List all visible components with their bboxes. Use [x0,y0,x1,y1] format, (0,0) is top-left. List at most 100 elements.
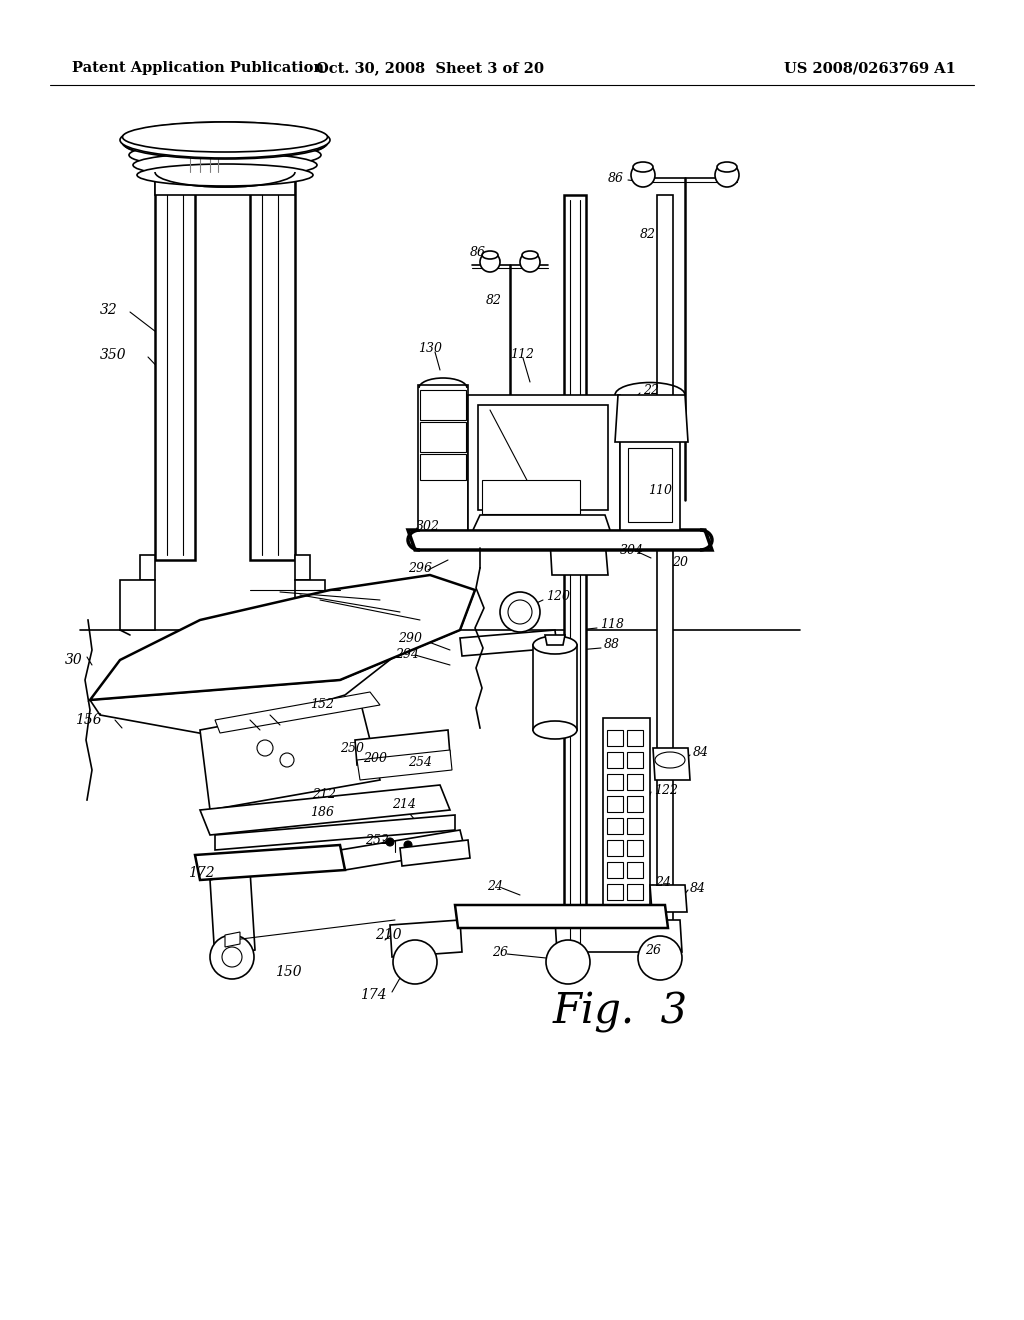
Polygon shape [468,395,620,531]
Polygon shape [225,932,240,946]
Polygon shape [460,630,557,656]
Polygon shape [420,422,466,451]
Polygon shape [90,576,475,700]
Text: 210: 210 [375,928,401,942]
Polygon shape [607,840,623,855]
Polygon shape [408,531,712,550]
Ellipse shape [133,153,317,177]
Text: 32: 32 [100,304,118,317]
Polygon shape [478,405,608,510]
Text: 172: 172 [188,866,215,880]
Circle shape [508,601,532,624]
Ellipse shape [155,157,295,187]
Text: 214: 214 [392,799,416,812]
Text: 82: 82 [640,227,656,240]
Ellipse shape [534,636,577,653]
Polygon shape [615,395,688,442]
Polygon shape [627,730,643,746]
Polygon shape [195,845,345,880]
Polygon shape [390,920,462,957]
Ellipse shape [129,143,321,168]
Polygon shape [627,752,643,768]
Polygon shape [620,440,680,531]
Text: Fig.  3: Fig. 3 [552,991,687,1034]
Ellipse shape [125,131,325,158]
Text: Oct. 30, 2008  Sheet 3 of 20: Oct. 30, 2008 Sheet 3 of 20 [316,61,544,75]
Polygon shape [607,818,623,834]
Polygon shape [627,796,643,812]
Text: 30: 30 [65,653,83,667]
Text: 82: 82 [486,293,502,306]
Text: 296: 296 [408,561,432,574]
Text: 24: 24 [487,880,503,894]
Text: 212: 212 [312,788,336,801]
Ellipse shape [123,127,328,158]
Ellipse shape [717,162,737,172]
Text: 254: 254 [408,755,432,768]
Polygon shape [607,796,623,812]
Ellipse shape [522,251,538,259]
Polygon shape [564,195,586,965]
Polygon shape [627,774,643,789]
Ellipse shape [137,164,313,186]
Circle shape [715,162,739,187]
Text: 200: 200 [362,751,387,764]
Polygon shape [90,590,475,735]
Text: 250: 250 [340,742,364,755]
Circle shape [638,936,682,979]
Polygon shape [627,818,643,834]
Text: 86: 86 [470,246,486,259]
Circle shape [280,752,294,767]
Text: 350: 350 [100,348,127,362]
Polygon shape [607,862,623,878]
Polygon shape [295,579,325,630]
Polygon shape [650,884,687,912]
Text: 130: 130 [418,342,442,355]
Polygon shape [455,906,668,928]
Polygon shape [545,635,565,645]
Polygon shape [627,862,643,878]
Text: 118: 118 [600,619,624,631]
Circle shape [386,838,394,846]
Polygon shape [628,447,672,521]
Polygon shape [420,389,466,420]
Text: 186: 186 [310,805,334,818]
Polygon shape [120,579,155,630]
Text: 20: 20 [672,557,688,569]
Polygon shape [420,454,466,480]
Circle shape [257,741,273,756]
Polygon shape [473,515,610,531]
Polygon shape [627,840,643,855]
Polygon shape [607,884,623,900]
Polygon shape [355,730,450,766]
Polygon shape [210,870,255,960]
Text: 26: 26 [492,946,508,960]
Ellipse shape [482,251,498,259]
Text: 150: 150 [275,965,302,979]
Text: 110: 110 [648,483,672,496]
Polygon shape [607,730,623,746]
Polygon shape [400,840,470,866]
Polygon shape [418,385,468,531]
Circle shape [500,591,540,632]
Text: 24: 24 [655,875,671,888]
Text: 120: 120 [546,590,570,602]
Circle shape [520,252,540,272]
Polygon shape [215,692,380,733]
Ellipse shape [123,121,328,152]
Text: 294: 294 [395,648,419,661]
Polygon shape [603,718,650,906]
Text: 84: 84 [690,882,706,895]
Text: 86: 86 [608,172,624,185]
Polygon shape [357,750,452,780]
Text: 122: 122 [654,784,678,796]
Polygon shape [627,884,643,900]
Polygon shape [200,700,380,810]
Text: Patent Application Publication: Patent Application Publication [72,61,324,75]
Polygon shape [155,172,195,560]
Text: US 2008/0263769 A1: US 2008/0263769 A1 [784,61,956,75]
Polygon shape [550,540,608,576]
Polygon shape [340,830,465,870]
Text: 302: 302 [416,520,440,532]
Text: 304: 304 [620,544,644,557]
